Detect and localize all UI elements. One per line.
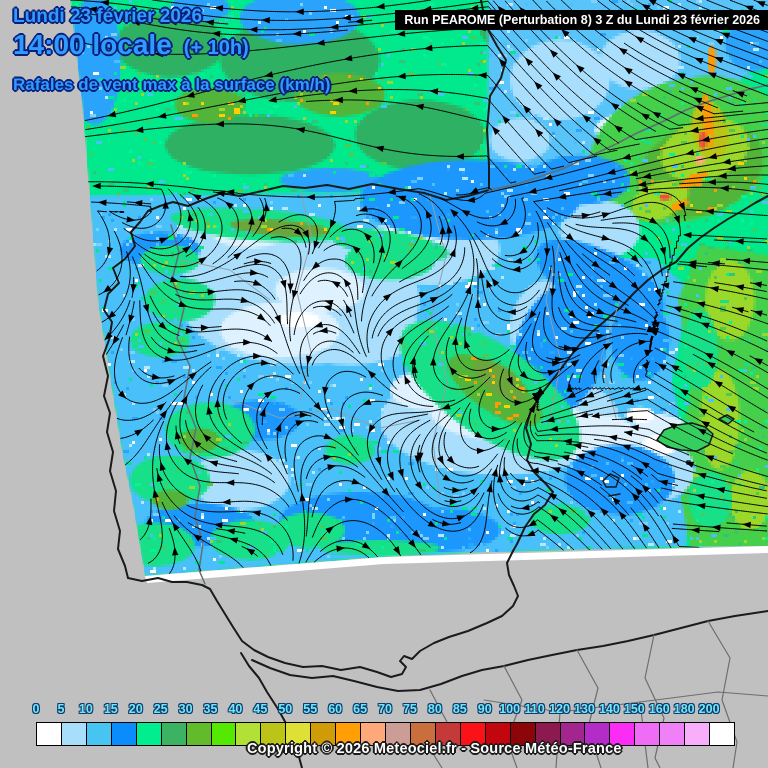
copyright-text: Copyright © 2026 Meteociel.fr - Source M… <box>247 741 622 757</box>
model-run-box: Run PEAROME (Perturbation 8) 3 Z du Lund… <box>395 10 768 30</box>
